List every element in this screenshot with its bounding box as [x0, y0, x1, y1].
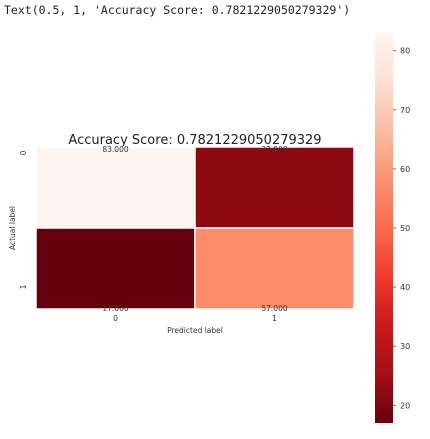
heatmap-cell	[194, 227, 355, 310]
heatmap: 83.000 22.000 17.000 57.000	[35, 145, 355, 313]
cell-annotation: 83.000	[102, 145, 128, 154]
heatmap-cell	[194, 146, 355, 229]
chart-title: Accuracy Score: 0.7821229050279329	[68, 133, 321, 148]
colorbar-tick-label: 70	[400, 106, 410, 115]
colorbar	[375, 33, 393, 423]
colorbar-tick-label: 60	[400, 165, 410, 174]
x-tick-label: 0	[113, 314, 118, 323]
y-tick-label: 0	[19, 150, 28, 155]
colorbar-tick-label: 20	[400, 401, 410, 410]
heatmap-cell	[35, 227, 196, 310]
cell-annotation: 17.000	[102, 304, 128, 313]
y-tick-label: 1	[19, 284, 28, 289]
cell-annotation: 57.000	[261, 304, 287, 313]
colorbar-ticks: 20 30 40 50 60 70 80	[393, 47, 410, 410]
heatmap-cell	[35, 146, 196, 229]
y-axis-ticks: 01	[19, 150, 28, 289]
x-axis-label: Predicted label	[167, 326, 223, 335]
cell-annotation: 22.000	[261, 145, 287, 154]
x-tick-label: 1	[272, 314, 277, 323]
colorbar-tick-label: 30	[400, 342, 410, 351]
y-axis-label: Actual label	[8, 206, 17, 250]
colorbar-tick-label: 80	[400, 47, 410, 56]
colorbar-tick-label: 40	[400, 283, 410, 292]
cell-output-text: Text(0.5, 1, 'Accuracy Score: 0.78212290…	[4, 3, 351, 17]
colorbar-tick-label: 50	[400, 224, 410, 233]
